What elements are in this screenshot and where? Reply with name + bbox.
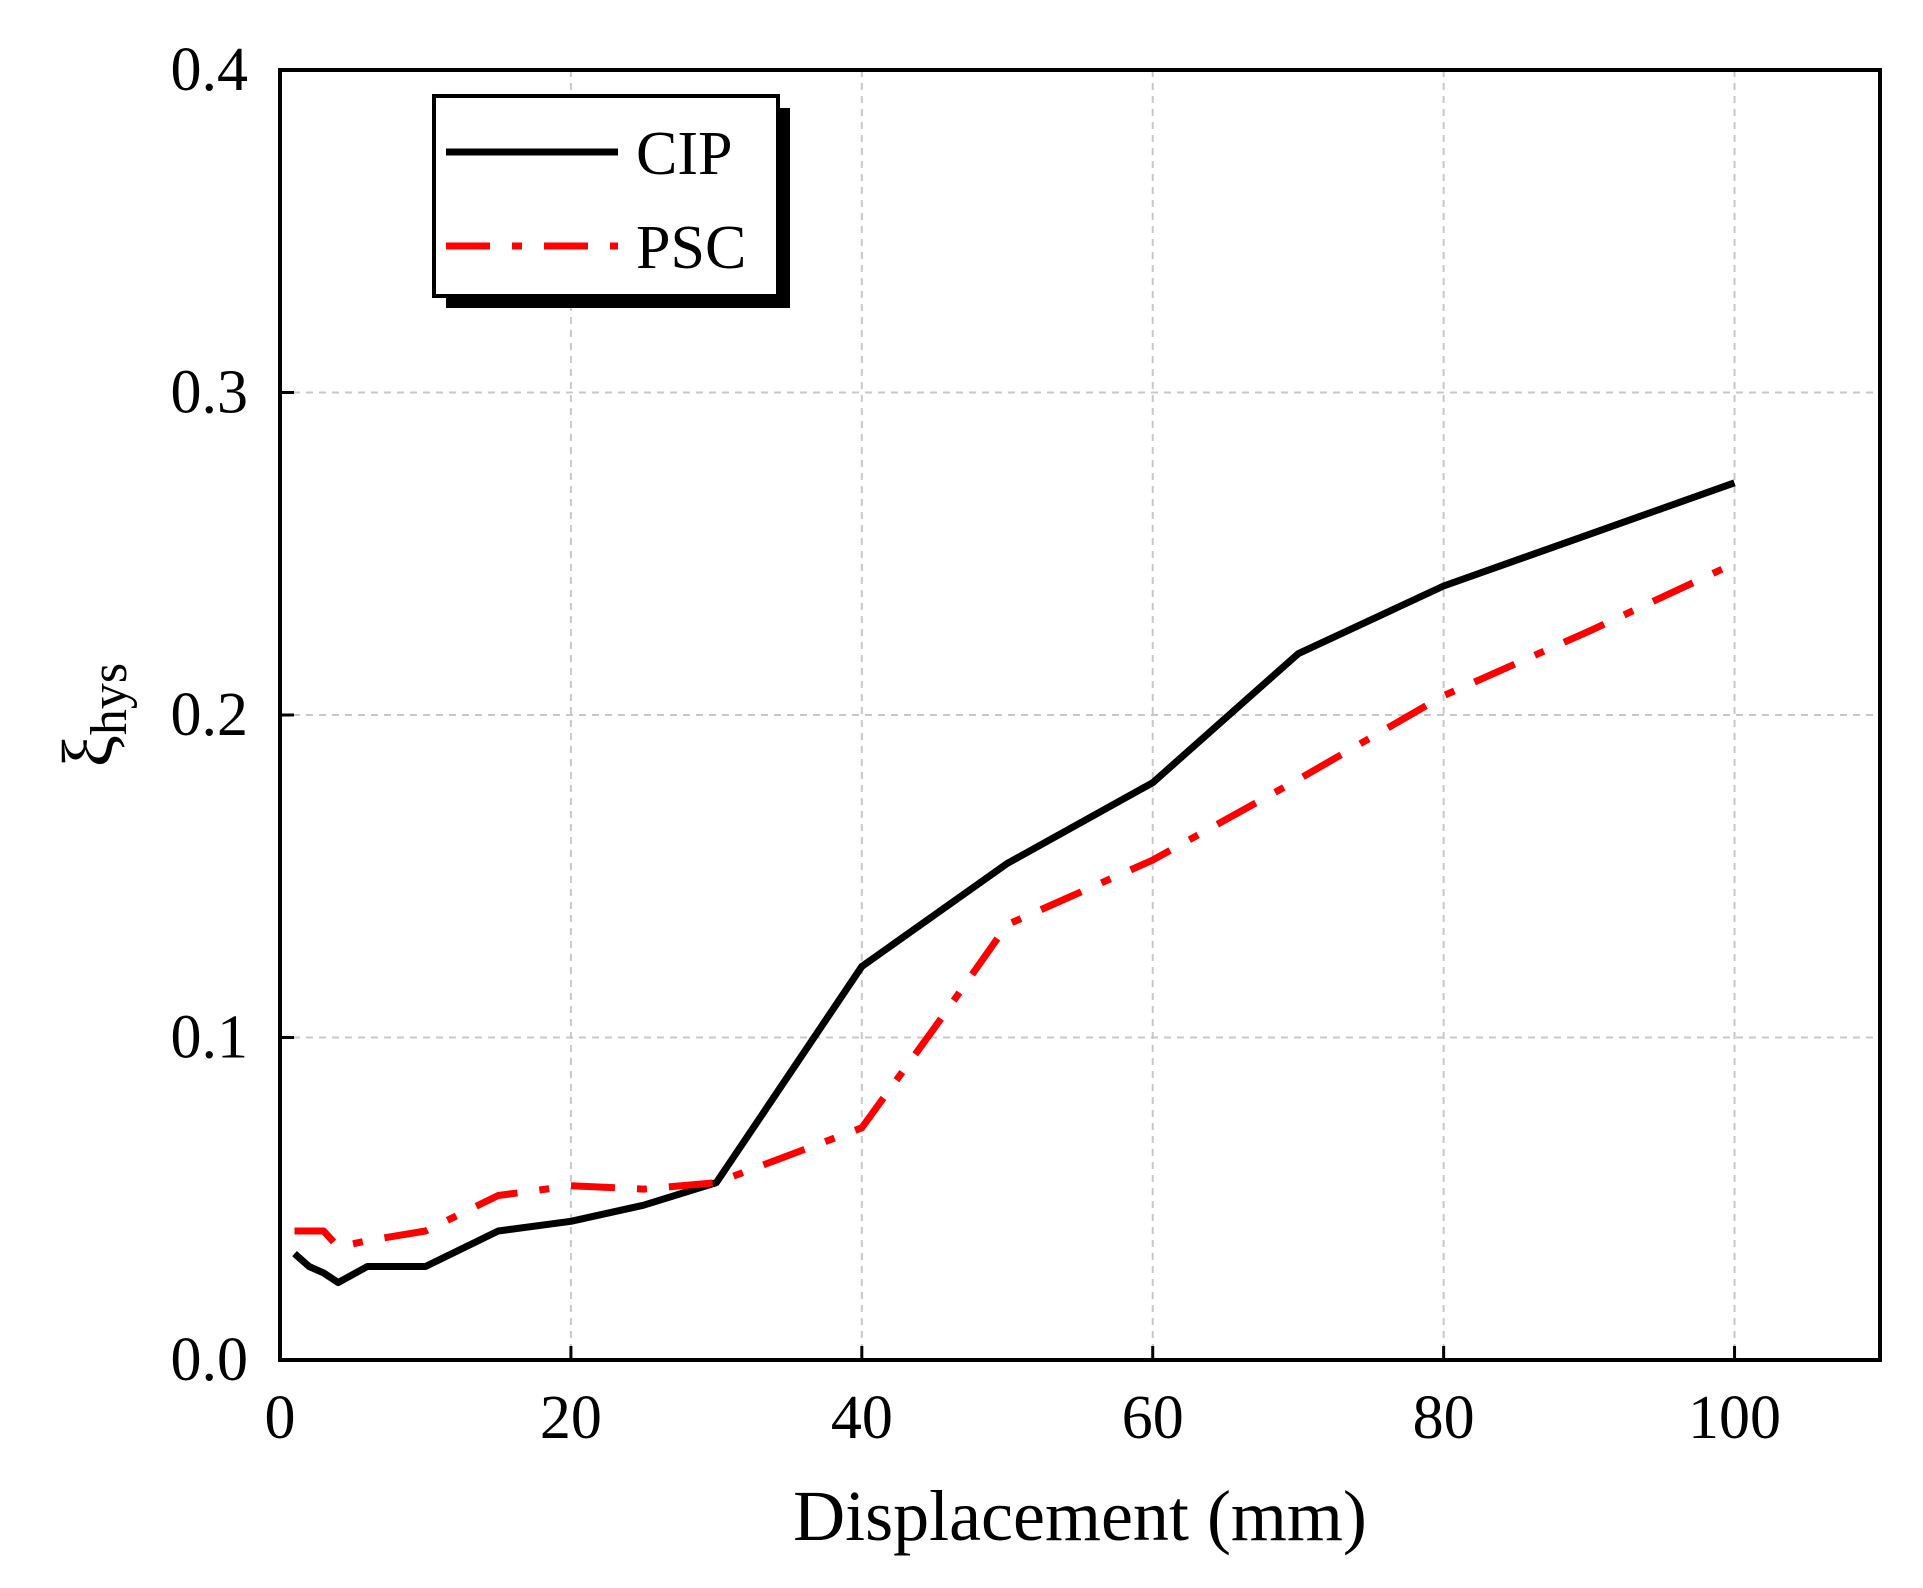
y-tick-label: 0.2 [171, 681, 249, 749]
y-axis-symbol: ξ [48, 735, 128, 767]
x-axis-title: Displacement (mm) [793, 1476, 1367, 1556]
x-tick-label: 60 [1122, 1384, 1184, 1452]
y-axis-title: ξhys [48, 663, 138, 767]
tick-labels: 0 20 40 60 80 100 0.0 0.1 0.2 0.3 0.4 [171, 36, 1782, 1452]
y-tick-label: 0.0 [171, 1326, 249, 1394]
series-line-psc [294, 560, 1736, 1251]
series-line-cip [292, 479, 1736, 1287]
x-tick-label: 100 [1688, 1384, 1781, 1452]
x-tick-label: 80 [1413, 1384, 1475, 1452]
axis-ticks [278, 68, 1737, 1362]
legend-label-cip: CIP [636, 120, 732, 188]
x-tick-label: 20 [540, 1384, 602, 1452]
legend-label-psc: PSC [636, 214, 746, 282]
series-lines [292, 479, 1736, 1287]
y-axis-subscript: hys [81, 663, 138, 735]
x-tick-label: 0 [265, 1384, 296, 1452]
legend-box [432, 94, 780, 298]
x-tick-label: 40 [831, 1384, 893, 1452]
legend: CIP PSC [432, 94, 790, 308]
y-tick-label: 0.4 [171, 36, 249, 104]
y-tick-label: 0.1 [171, 1004, 249, 1072]
y-tick-label: 0.3 [171, 359, 249, 427]
